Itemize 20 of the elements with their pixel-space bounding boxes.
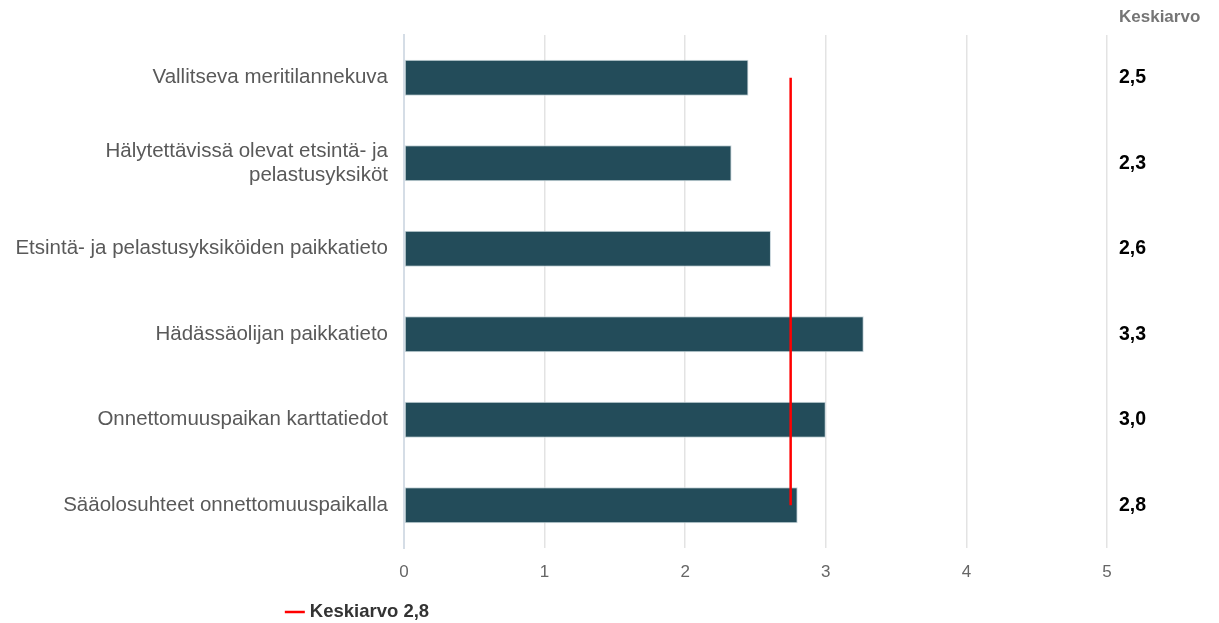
y-tick-label: Hädässäolijan paikkatieto [155, 320, 388, 344]
x-tick-label: 5 [1102, 561, 1112, 581]
y-tick-label: Etsintä- ja pelastusyksiköiden paikkatieto [15, 235, 388, 259]
y-tick-label: Hälytettävissä olevat etsintä- ja pelastusyksiköt [105, 137, 389, 186]
data-label: 2,6 [1119, 236, 1147, 259]
data-label: 2,3 [1119, 150, 1147, 173]
x-tick-label: 2 [680, 561, 690, 581]
x-tick-label: 1 [539, 561, 550, 581]
x-tick-label: 3 [821, 561, 831, 581]
y-tick-label: Vallitseva meritilannekuva [152, 64, 389, 88]
legend-label: Keskiarvo 2,8 [309, 600, 430, 622]
data-label: 3,0 [1119, 407, 1147, 430]
y-tick-label: Sääolosuhteet onnettomuuspaikalla [63, 491, 389, 515]
data-label: 3,3 [1119, 321, 1147, 344]
x-tick-label: 0 [399, 561, 409, 581]
data-label: 2,8 [1119, 492, 1147, 515]
data-label: 2,5 [1119, 65, 1147, 88]
text: Keskiarvo [1119, 6, 1201, 26]
y-tick-label: Onnettomuuspaikan karttatiedot [97, 406, 389, 430]
x-tick-label: 4 [961, 561, 972, 581]
